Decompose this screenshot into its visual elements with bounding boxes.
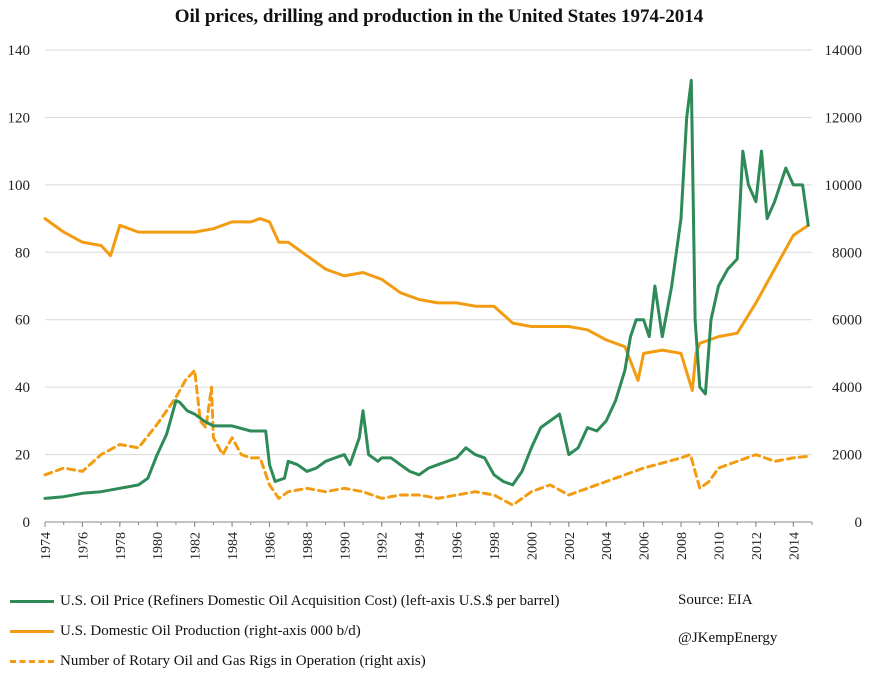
left-axis-tick-label: 0 — [23, 515, 31, 531]
x-axis-tick-label: 2008 — [675, 532, 690, 560]
legend-label-oil-price: U.S. Oil Price (Refiners Domestic Oil Ac… — [60, 592, 560, 609]
legend-item-rigs: Number of Rotary Oil and Gas Rigs in Ope… — [10, 650, 426, 672]
source-note: Source: EIA — [678, 592, 753, 608]
legend-swatch-production — [10, 629, 54, 633]
x-axis-tick-label: 1976 — [76, 532, 91, 560]
left-axis-tick-label: 20 — [15, 448, 30, 464]
x-axis-tick-label: 2004 — [600, 532, 615, 560]
legend-label-production: U.S. Domestic Oil Production (right-axis… — [60, 622, 361, 639]
series-line-oil-price — [43, 78, 810, 500]
legend-swatch-oil-price — [10, 599, 54, 603]
left-axis-tick-label: 120 — [8, 110, 31, 126]
series-line-rigs — [43, 368, 810, 507]
right-axis-tick-label: 14000 — [825, 43, 863, 59]
legend: U.S. Oil Price (Refiners Domestic Oil Ac… — [10, 590, 870, 680]
x-axis-tick-label: 1990 — [338, 532, 353, 560]
x-axis-tick-label: 2010 — [712, 532, 727, 560]
x-axis-tick-label: 1978 — [114, 532, 129, 560]
right-axis-tick-label: 2000 — [832, 448, 862, 464]
left-axis-tick-label: 80 — [15, 245, 30, 261]
author-handle: @JKempEnergy — [678, 630, 778, 646]
right-axis-tick-label: 12000 — [825, 110, 863, 126]
x-axis-tick-label: 1980 — [151, 532, 166, 560]
x-axis-tick-label: 1996 — [451, 532, 466, 560]
line-chart: 0 20 40 60 80 100 120 140 0 2000 4000 6000 8000 10000… — [8, 43, 863, 560]
x-axis-tick-label: 2000 — [525, 532, 540, 560]
right-axis-tick-label: 6000 — [832, 313, 862, 329]
right-axis-tick-label: 10000 — [825, 178, 863, 194]
left-axis-tick-label: 60 — [15, 313, 30, 329]
right-axis-tick-label: 0 — [855, 515, 863, 531]
legend-item-oil-price: U.S. Oil Price (Refiners Domestic Oil Ac… — [10, 590, 560, 612]
x-axis-tick-label: 2012 — [750, 532, 765, 560]
left-axis-tick-label: 100 — [8, 178, 31, 194]
x-axis-tick-label: 2006 — [638, 532, 653, 560]
right-axis-tick-label: 4000 — [832, 380, 862, 396]
left-axis-tick-label: 40 — [15, 380, 30, 396]
left-axis-tick-label: 140 — [8, 43, 31, 59]
x-axis-tick-label: 1974 — [39, 532, 54, 560]
chart-title: Oil prices, drilling and production in t… — [174, 6, 704, 27]
right-axis-tick-label: 8000 — [832, 245, 862, 261]
x-axis-tick-label: 1982 — [189, 532, 204, 560]
x-axis-tick-label: 1986 — [263, 532, 278, 560]
x-axis-tick-label: 1988 — [301, 532, 316, 560]
legend-label-rigs: Number of Rotary Oil and Gas Rigs in Ope… — [60, 652, 426, 669]
legend-item-production: U.S. Domestic Oil Production (right-axis… — [10, 620, 361, 642]
x-axis-tick-label: 2014 — [787, 532, 802, 560]
x-axis-tick-label: 1994 — [413, 532, 428, 560]
x-axis-tick-label: 1992 — [376, 532, 391, 560]
series-line-production — [43, 217, 810, 392]
x-axis-tick-label: 2002 — [563, 532, 578, 560]
legend-swatch-rigs — [10, 659, 54, 663]
x-axis-tick-label: 1998 — [488, 532, 503, 560]
x-axis-tick-label: 1984 — [226, 532, 241, 560]
